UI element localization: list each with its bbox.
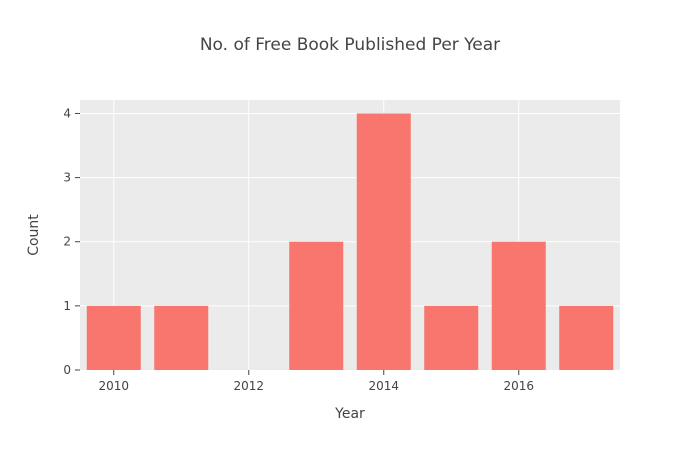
x-axis-title: Year: [334, 406, 365, 422]
x-tick-label: 2016: [503, 379, 534, 393]
bars: [86, 113, 614, 371]
y-tick-label: 1: [63, 299, 71, 313]
y-axis-title: Count: [26, 214, 42, 256]
x-axis: 2010 2012 2014 2016: [98, 370, 534, 393]
y-tick-label: 2: [63, 235, 71, 249]
chart-title: No. of Free Book Published Per Year: [200, 35, 500, 55]
bar-2016[interactable]: [491, 241, 546, 370]
x-tick-label: 2012: [233, 379, 264, 393]
y-tick-label: 3: [63, 171, 71, 185]
bar-2014[interactable]: [356, 113, 411, 371]
y-axis: 0 1 2 3 4: [63, 106, 80, 377]
bar-2011[interactable]: [154, 305, 209, 370]
x-tick-label: 2014: [368, 379, 399, 393]
x-tick-label: 2010: [98, 379, 129, 393]
bar-2013[interactable]: [289, 241, 344, 370]
bar-2010[interactable]: [86, 305, 141, 370]
bar-2017[interactable]: [559, 305, 614, 370]
bar-2015[interactable]: [424, 305, 479, 370]
y-tick-label: 0: [63, 363, 71, 377]
y-tick-label: 4: [63, 106, 71, 120]
